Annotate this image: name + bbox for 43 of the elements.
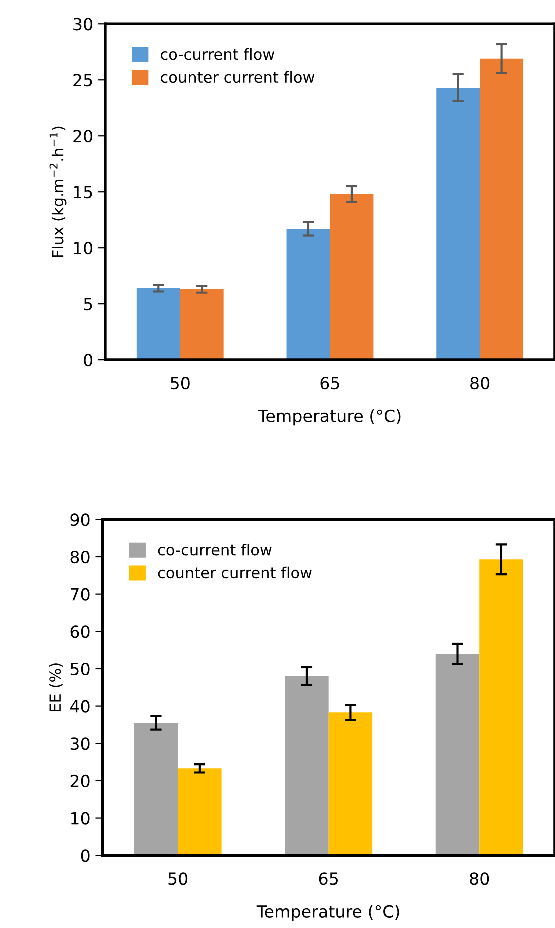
bar — [178, 768, 222, 856]
x-tick-label: 50 — [168, 872, 188, 886]
legend-label: co-current flow — [161, 48, 275, 60]
x-tick-label: 80 — [470, 377, 490, 390]
y-tick-label: 15 — [74, 186, 92, 199]
y-tick-label: 30 — [74, 18, 93, 31]
bar — [180, 290, 224, 360]
y-axis-title: Flux (kg.m$^{−2}$.h$^{−1}$) — [50, 126, 67, 258]
y-tick-label: 90 — [70, 514, 90, 526]
bar — [134, 723, 178, 856]
x-axis-title: Temperature (°C) — [256, 905, 400, 922]
bar — [436, 654, 480, 856]
y-tick-label: 40 — [70, 700, 90, 713]
y-tick-label: 0 — [81, 850, 90, 862]
y-tick-label: 5 — [84, 298, 92, 311]
y-tick-label: 50 — [70, 662, 90, 676]
bar — [480, 58, 524, 360]
y-tick-label: 25 — [74, 74, 92, 87]
legend-label: co-current flow — [158, 544, 272, 556]
x-axis-title: Temperature (°C) — [258, 410, 401, 426]
y-tick-label: 80 — [70, 550, 90, 564]
y-tick-label: 60 — [70, 626, 90, 638]
legend-label: counter current flow — [158, 566, 312, 579]
y-tick-label: 20 — [74, 130, 93, 143]
bar — [330, 194, 374, 360]
y-tick-label: 70 — [71, 588, 90, 601]
y-axis-title: EE (%) — [49, 664, 63, 712]
bar — [285, 676, 329, 856]
y-tick-label: 30 — [70, 738, 90, 750]
x-tick-label: 80 — [470, 872, 490, 886]
x-tick-label: 65 — [319, 872, 338, 886]
y-tick-label: 10 — [74, 242, 93, 255]
bar — [480, 560, 524, 856]
bar — [136, 288, 180, 360]
bar — [436, 88, 480, 360]
x-tick-label: 65 — [320, 377, 340, 390]
legend-label: counter current flow — [161, 71, 315, 84]
bar — [286, 229, 330, 360]
x-tick-label: 50 — [171, 377, 190, 390]
bar — [328, 712, 373, 856]
y-tick-label: 0 — [84, 354, 93, 367]
y-tick-label: 20 — [70, 774, 90, 788]
y-tick-label: 10 — [71, 812, 90, 825]
